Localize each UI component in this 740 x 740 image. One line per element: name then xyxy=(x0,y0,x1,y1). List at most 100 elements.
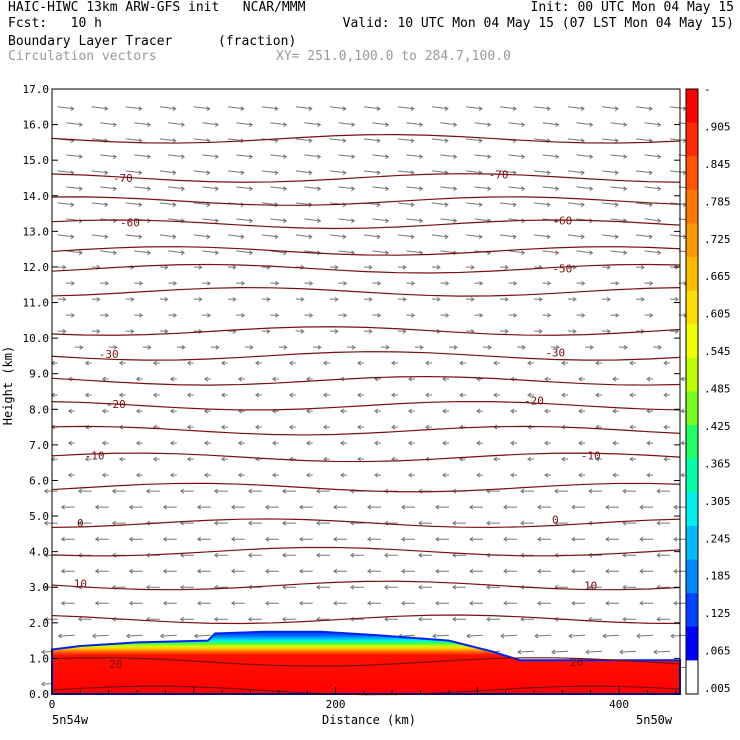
contour-line xyxy=(51,614,681,625)
circulation-vector xyxy=(644,154,662,160)
circulation-vector xyxy=(125,202,143,208)
x-tick-label: 400 xyxy=(609,698,629,711)
circulation-vector xyxy=(493,456,500,462)
circulation-vector xyxy=(440,154,458,160)
circulation-vector xyxy=(298,536,313,542)
circulation-vector xyxy=(145,584,160,590)
circulation-vector xyxy=(111,488,126,494)
circulation-vector xyxy=(431,106,449,112)
circulation-vector xyxy=(134,122,152,128)
circulation-vector xyxy=(646,440,654,446)
circulation-vector xyxy=(551,649,569,655)
circulation-vector xyxy=(474,312,484,318)
circulation-vector xyxy=(193,234,211,240)
contour-line xyxy=(51,400,681,411)
circulation-vector xyxy=(408,472,415,478)
circulation-vector xyxy=(202,122,220,128)
y-tick-label: 5.0 xyxy=(29,510,49,523)
circulation-vector xyxy=(159,633,177,639)
circulation-vector xyxy=(91,170,109,176)
contour-label: -60 xyxy=(120,216,140,229)
circulation-vector xyxy=(414,344,424,350)
circulation-vector xyxy=(554,488,569,494)
circulation-vector xyxy=(57,106,75,112)
circulation-vector xyxy=(128,600,143,606)
circulation-vector xyxy=(435,504,449,510)
circulation-vector xyxy=(383,616,398,622)
circulation-vector xyxy=(610,250,628,256)
circulation-vector xyxy=(77,488,92,494)
circulation-vector xyxy=(295,264,305,270)
circulation-vector xyxy=(100,122,118,128)
contour-line xyxy=(51,351,681,361)
colorbar-label: .845 xyxy=(704,158,731,171)
circulation-vector xyxy=(168,154,186,160)
circulation-vector xyxy=(162,504,177,510)
contour-label: 0 xyxy=(77,517,84,530)
circulation-vector xyxy=(533,106,551,112)
circulation-vector xyxy=(50,360,58,366)
circulation-vector xyxy=(476,408,483,414)
circulation-vector xyxy=(176,344,186,350)
circulation-vector xyxy=(135,472,143,478)
circulation-vector xyxy=(329,264,339,270)
circulation-vector xyxy=(236,154,254,160)
circulation-vector xyxy=(332,536,347,542)
colorbar-label: .365 xyxy=(704,457,731,470)
circulation-vector xyxy=(656,552,671,558)
circulation-vector xyxy=(636,633,654,639)
circulation-vector xyxy=(193,296,203,302)
y-tick-label: 16.0 xyxy=(23,119,50,132)
circulation-vector xyxy=(305,440,313,446)
contour-line xyxy=(51,580,681,591)
circulation-vector xyxy=(179,616,194,622)
circulation-vector xyxy=(372,218,390,224)
circulation-vector xyxy=(66,154,84,160)
circulation-vector xyxy=(595,456,603,462)
circulation-vector xyxy=(585,649,603,655)
circulation-vector xyxy=(469,568,483,574)
circulation-vector xyxy=(84,392,92,398)
circulation-vector xyxy=(372,250,390,256)
circulation-vector xyxy=(270,154,288,160)
circulation-vector xyxy=(203,376,211,382)
circulation-vector xyxy=(332,568,347,574)
circulation-vector xyxy=(168,122,186,128)
circulation-vector xyxy=(397,264,407,270)
contour-line xyxy=(51,685,681,696)
circulation-vector xyxy=(298,600,313,606)
colorbar-label: .605 xyxy=(704,308,731,321)
circulation-vector xyxy=(261,234,279,240)
circulation-vector xyxy=(406,218,424,224)
circulation-vector xyxy=(213,520,228,526)
circulation-vector xyxy=(673,600,688,606)
circulation-vector xyxy=(503,600,517,606)
circulation-vector xyxy=(673,568,688,574)
circulation-vector xyxy=(118,360,126,366)
colorbar-label: .065 xyxy=(704,645,731,658)
circulation-vector xyxy=(100,250,118,256)
contour-label: -20 xyxy=(524,394,544,407)
circulation-vector xyxy=(60,536,75,542)
circulation-vector xyxy=(578,408,586,414)
circulation-vector xyxy=(295,234,313,240)
circulation-vector xyxy=(390,392,398,398)
circulation-vector xyxy=(459,360,466,366)
circulation-vector xyxy=(431,202,449,208)
circulation-vector xyxy=(227,234,245,240)
circulation-vector xyxy=(474,154,492,160)
circulation-vector xyxy=(459,392,466,398)
circulation-vector xyxy=(584,344,594,350)
circulation-vector xyxy=(510,408,517,414)
circulation-vector xyxy=(469,504,483,510)
circulation-vector xyxy=(295,170,313,176)
circulation-vector xyxy=(508,280,518,286)
circulation-vector xyxy=(527,392,534,398)
circulation-vector xyxy=(339,408,347,414)
circulation-vector xyxy=(554,520,569,526)
circulation-vector xyxy=(442,472,449,478)
circulation-vector xyxy=(610,312,620,318)
circulation-vector xyxy=(619,649,637,655)
circulation-vector xyxy=(663,424,671,430)
circulation-vector xyxy=(162,600,177,606)
